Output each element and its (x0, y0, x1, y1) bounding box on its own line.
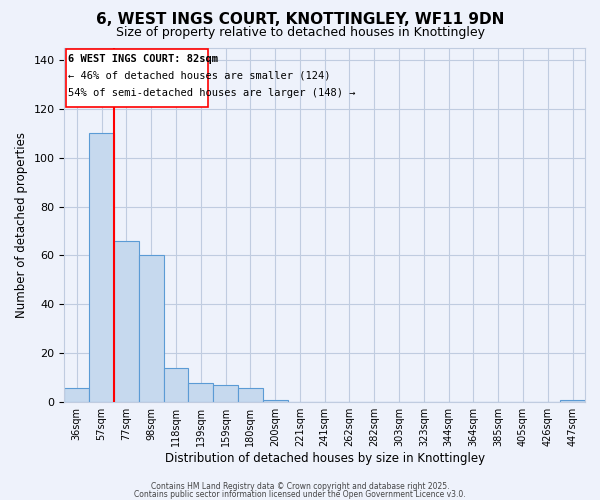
Text: 6, WEST INGS COURT, KNOTTINGLEY, WF11 9DN: 6, WEST INGS COURT, KNOTTINGLEY, WF11 9D… (96, 12, 504, 28)
FancyBboxPatch shape (65, 48, 208, 108)
Text: 6 WEST INGS COURT: 82sqm: 6 WEST INGS COURT: 82sqm (68, 54, 218, 64)
Bar (114, 241, 139, 402)
Bar (560, 400, 585, 402)
Bar (188, 382, 213, 402)
X-axis label: Distribution of detached houses by size in Knottingley: Distribution of detached houses by size … (164, 452, 485, 465)
Bar (64, 388, 89, 402)
Text: ← 46% of detached houses are smaller (124): ← 46% of detached houses are smaller (12… (68, 70, 331, 81)
Text: Size of property relative to detached houses in Knottingley: Size of property relative to detached ho… (115, 26, 485, 39)
Bar (89, 133, 114, 402)
Text: Contains public sector information licensed under the Open Government Licence v3: Contains public sector information licen… (134, 490, 466, 499)
Bar (238, 388, 263, 402)
Bar (263, 400, 287, 402)
Bar (213, 385, 238, 402)
Y-axis label: Number of detached properties: Number of detached properties (15, 132, 28, 318)
Bar (164, 368, 188, 402)
Text: Contains HM Land Registry data © Crown copyright and database right 2025.: Contains HM Land Registry data © Crown c… (151, 482, 449, 491)
Text: 54% of semi-detached houses are larger (148) →: 54% of semi-detached houses are larger (… (68, 88, 356, 98)
Bar (139, 256, 164, 402)
